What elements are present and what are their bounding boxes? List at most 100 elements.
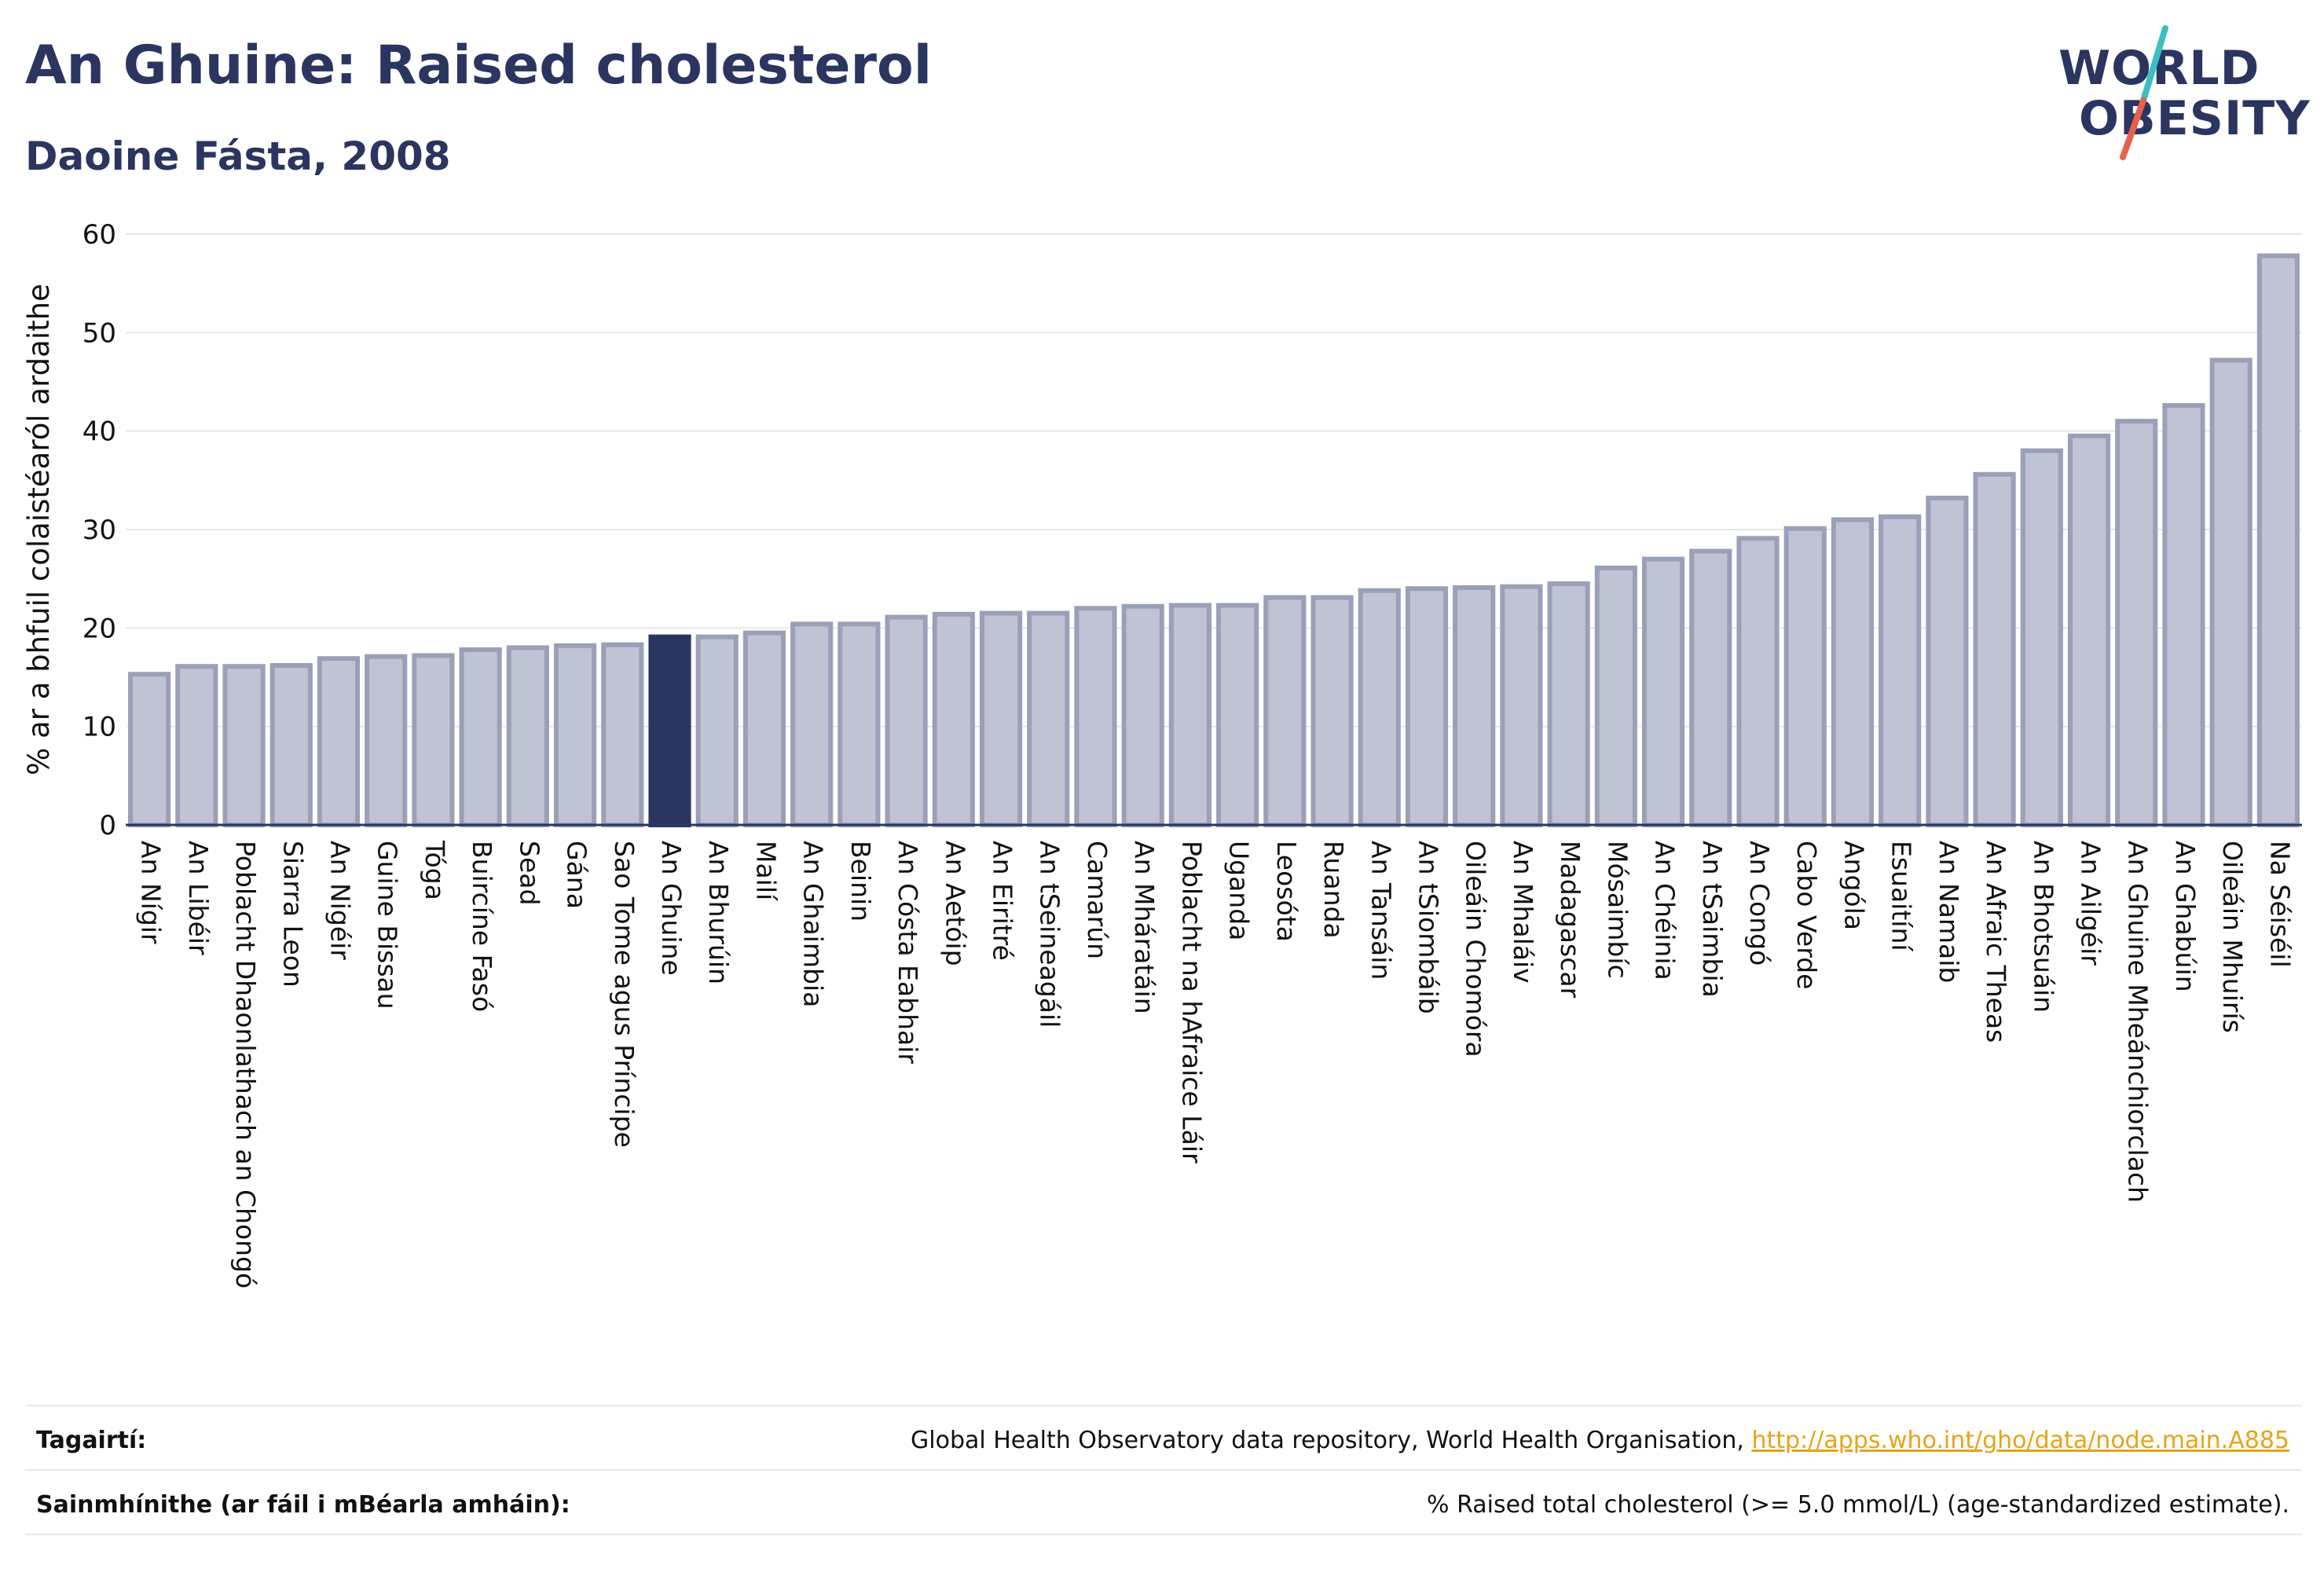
bar [1027, 610, 1070, 827]
bar [1263, 595, 1307, 827]
x-tick-label: An Mhaláiv [1508, 841, 1538, 984]
bar [1500, 584, 1543, 827]
bar [2115, 419, 2158, 827]
footer-divider [25, 1405, 2302, 1406]
bar [695, 634, 739, 828]
definitions-label: Sainmhínithe (ar fáil i mBéarla amháin): [36, 1491, 570, 1519]
bar [1216, 603, 1259, 827]
y-tick-label: 40 [82, 416, 116, 448]
y-axis-ticks: 0 10 20 30 40 50 60 [82, 219, 116, 841]
logo-slash-icon [2120, 25, 2168, 160]
x-tick-label: Madagascar [1555, 841, 1585, 999]
x-tick-label: An Afraic Theas [1981, 841, 2011, 1043]
bar [317, 656, 361, 827]
y-tick-label: 20 [82, 613, 116, 644]
x-tick-label: An tSeineagáil [1035, 841, 1065, 1028]
bar-chart: 0 10 20 30 40 50 60 An Nígir An Libéir Poblacht … [22, 219, 2302, 1288]
x-tick-label: An Bhotsuáin [2028, 841, 2058, 1013]
y-tick-label: 50 [82, 317, 116, 349]
references-value: Global Health Observatory data repositor… [911, 1427, 2289, 1454]
x-tick-label: An Nígir [136, 841, 167, 944]
bar [1879, 514, 1922, 827]
x-tick-label: Poblacht na hAfraice Láir [1176, 841, 1207, 1164]
bar [459, 647, 502, 828]
x-tick-label: Sao Tome agus Príncipe [609, 841, 640, 1148]
bar [1594, 565, 1637, 827]
x-tick-label: Mailí [750, 841, 781, 902]
x-tick-label: Ruanda [1318, 841, 1349, 939]
bar-highlight [648, 634, 691, 828]
x-tick-label: Poblacht Dhaonlathach an Chongó [230, 841, 261, 1288]
bar [365, 654, 408, 827]
bar [1074, 606, 1117, 827]
x-tick-label: An tSiombáib [1413, 841, 1443, 1014]
bar [742, 630, 786, 827]
x-tick-label: An Ghaimbia [798, 841, 829, 1007]
bar [1405, 586, 1449, 827]
x-tick-label: Beinin [845, 841, 876, 922]
y-tick-label: 60 [82, 219, 116, 251]
y-tick-label: 30 [82, 515, 116, 546]
y-axis-label: % ar a bhfuil colaistéaról ardaithe [22, 284, 56, 775]
bar [222, 664, 266, 827]
references-text: Global Health Observatory data repositor… [911, 1427, 1752, 1454]
bar [1121, 603, 1164, 827]
bar [1926, 495, 1969, 827]
page-subtitle: Daoine Fásta, 2008 [25, 134, 451, 179]
bar [506, 645, 549, 828]
x-tick-label: Buircíne Fasó [467, 841, 497, 1012]
bar [553, 643, 597, 827]
x-tick-label: Esuaitíní [1886, 841, 1917, 952]
footer-divider [25, 1534, 2302, 1535]
x-tick-label: An Tansáin [1365, 841, 1396, 980]
x-tick-label: An Congó [1744, 841, 1775, 966]
bar [412, 653, 455, 828]
bar [1168, 603, 1211, 827]
bar [838, 621, 881, 827]
x-tick-label: Cabo Verde [1791, 841, 1822, 989]
x-tick-label: An Libéir [183, 841, 214, 955]
x-tick-label: An Mháratáin [1129, 841, 1160, 1014]
x-axis-tick-labels: An Nígir An Libéir Poblacht Dhaonlathach a… [136, 840, 2296, 1288]
x-tick-label: Oileáin Chomóra [1461, 841, 1491, 1057]
x-tick-label: An Nigéir [324, 841, 355, 960]
bar [2067, 433, 2111, 827]
bar [1783, 526, 1827, 827]
bar [175, 664, 218, 827]
x-tick-label: Tóga [420, 840, 450, 900]
x-tick-label: An Cósta Eabhair [893, 841, 923, 1064]
references-link[interactable]: http://apps.who.int/gho/data/node.main.A… [1751, 1427, 2289, 1454]
x-tick-label: An Ailgéir [2076, 841, 2106, 966]
x-tick-label: Na Séiséil [2264, 841, 2295, 968]
bar [1973, 471, 2016, 827]
x-tick-label: Oileáin Mhuirís [2217, 841, 2248, 1033]
bar [979, 610, 1023, 827]
bar [2209, 357, 2253, 827]
bar [269, 662, 313, 828]
x-tick-label: An Namaib [1934, 841, 1964, 983]
bar [2020, 448, 2063, 827]
x-tick-label: An Chéinia [1650, 841, 1681, 980]
x-tick-label: Guine Bissau [372, 841, 403, 1010]
x-tick-label: Mósaimbíc [1602, 841, 1633, 979]
definitions-text: % Raised total cholesterol (>= 5.0 mmol/… [1427, 1491, 2289, 1519]
y-tick-label: 0 [99, 810, 116, 841]
footer-divider [25, 1469, 2302, 1471]
bar [1831, 517, 1875, 827]
bar [128, 672, 171, 827]
bar [601, 642, 644, 828]
logo-line-2: OBESITY [2079, 91, 2311, 146]
bar [1736, 536, 1780, 827]
x-tick-label: Leosóta [1271, 841, 1302, 942]
bar [1641, 556, 1685, 827]
bar [790, 621, 834, 827]
x-tick-label: Gána [562, 841, 592, 909]
bars [128, 253, 2300, 828]
bar [2162, 403, 2205, 827]
bar [2256, 253, 2300, 828]
bar [932, 611, 975, 828]
x-tick-label: Angóla [1838, 841, 1869, 930]
references-label: Tagairtí: [36, 1427, 147, 1454]
x-tick-label: An Ghabúin [2170, 841, 2201, 992]
x-tick-label: Sead [514, 841, 544, 905]
